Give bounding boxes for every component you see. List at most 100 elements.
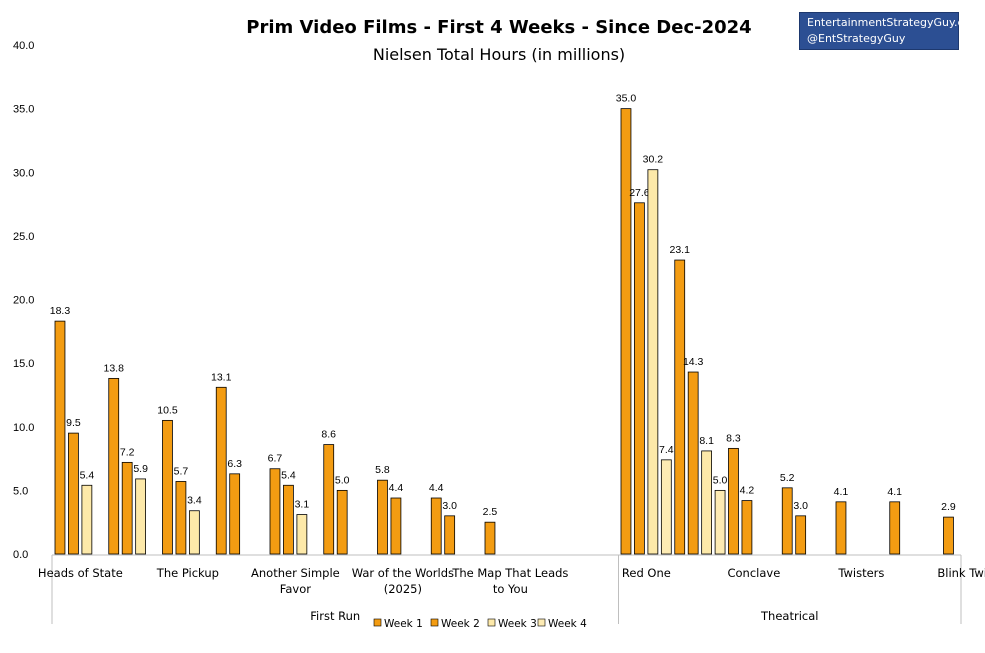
y-tick-label: 25.0	[13, 231, 34, 243]
bar-week-1	[162, 419, 173, 555]
bar-week-2	[390, 497, 402, 555]
bar-week-2	[336, 489, 348, 555]
legend-swatch-week-2	[430, 618, 439, 627]
x-category-label: Twisters	[837, 566, 884, 580]
data-label: 27.6	[629, 187, 650, 199]
x-category-label: Heads of State	[38, 566, 123, 580]
y-axis: 0.0 5.0 10.0 15.0 20.0 25.0 30.0 35.0 40.0	[13, 40, 34, 561]
bar-week-2	[741, 500, 753, 555]
data-label: 7.2	[120, 446, 135, 458]
bar-week-2	[795, 515, 807, 555]
bar-week-4	[714, 489, 726, 555]
bars-layer: 18.3 9.5 5.4 13.8 7.2 5.9 10.5 5.7 3.4 13.1 6.3 6.7…	[50, 93, 956, 555]
y-tick-label: 20.0	[13, 295, 34, 307]
y-tick-label: 30.0	[13, 167, 34, 179]
x-category-label: Conclave	[727, 566, 780, 580]
bar-week-1	[54, 320, 66, 555]
data-label: 3.0	[793, 500, 808, 512]
data-label: 3.4	[187, 495, 202, 507]
data-label: 2.9	[941, 501, 956, 513]
bar-week-1	[323, 444, 335, 555]
legend-swatch-week-4	[537, 618, 546, 627]
data-label: 4.2	[740, 485, 755, 497]
bar-week-1	[943, 516, 954, 555]
data-label: 5.4	[80, 469, 95, 481]
bar-week-4	[660, 459, 672, 555]
data-label: 4.1	[887, 486, 902, 498]
legend-label: Week 4	[548, 618, 587, 630]
x-category-label: Blink Twice	[937, 566, 985, 580]
x-category-label: The Pickup	[156, 566, 219, 580]
attribution-badge: EntertainmentStrategyGuy.com @EntStrateg…	[799, 12, 981, 50]
bar-week-1	[377, 479, 388, 555]
y-tick-label: 0.0	[13, 549, 28, 561]
bar-week-3	[647, 169, 659, 555]
data-label: 4.4	[389, 482, 404, 494]
data-label: 18.3	[50, 305, 71, 317]
data-label: 4.4	[429, 482, 444, 494]
data-label: 4.1	[834, 486, 849, 498]
legend-label: Week 3	[498, 618, 537, 630]
x-category-label: Red One	[622, 566, 671, 580]
bar-week-1	[269, 468, 281, 555]
legend-label: Week 1	[384, 618, 423, 630]
data-label: 8.1	[699, 435, 714, 447]
bar-week-1	[835, 501, 847, 555]
bar-week-2	[68, 432, 79, 555]
data-label: 5.4	[281, 469, 296, 481]
bar-week-2	[444, 515, 456, 555]
y-tick-label: 15.0	[13, 358, 34, 370]
x-category-label: War of the Worlds (2025)	[352, 566, 454, 596]
data-label: 10.5	[157, 404, 178, 416]
data-label: 13.8	[104, 362, 125, 374]
legend: Week 1 Week 2 Week 3 Week 4	[373, 618, 587, 630]
y-tick-label: 5.0	[13, 485, 28, 497]
data-label: 23.1	[670, 244, 691, 256]
bar-week-1	[484, 521, 496, 555]
data-label: 9.5	[66, 417, 81, 429]
bar-week-1	[674, 259, 686, 555]
data-label: 3.0	[442, 500, 457, 512]
bar-week-1	[620, 108, 632, 555]
y-tick-label: 40.0	[13, 40, 34, 52]
group-label: Theatrical	[760, 609, 818, 623]
bar-week-3	[188, 510, 200, 555]
x-category-label: The Map That Leads to You	[451, 566, 568, 596]
badge-website: EntertainmentStrategyGuy.com	[807, 16, 981, 29]
bar-week-3	[81, 484, 93, 555]
group-label: First Run	[310, 609, 360, 623]
data-label: 5.9	[133, 463, 148, 475]
bar-week-1	[781, 487, 793, 555]
data-label: 6.3	[227, 458, 242, 470]
bar-week-2	[229, 473, 241, 555]
bar-week-3	[135, 478, 146, 555]
bar-week-1	[108, 377, 120, 555]
data-label: 5.7	[174, 465, 189, 477]
data-label: 6.7	[268, 453, 283, 465]
y-tick-label: 10.0	[13, 422, 34, 434]
data-label: 35.0	[616, 93, 637, 105]
bar-week-2	[634, 202, 645, 555]
data-label: 13.1	[211, 371, 232, 383]
data-label: 8.6	[321, 429, 336, 441]
badge-handle: @EntStrategyGuy	[807, 32, 906, 45]
bar-week-2	[121, 461, 133, 555]
chart-subtitle: Nielsen Total Hours (in millions)	[373, 45, 625, 64]
data-label: 3.1	[295, 499, 310, 511]
bar-week-1	[889, 501, 901, 555]
legend-swatch-week-1	[373, 618, 382, 627]
bar-week-2	[283, 484, 294, 555]
data-label: 2.5	[483, 506, 498, 518]
bar-week-1	[215, 386, 227, 555]
bar-week-3	[701, 450, 713, 555]
data-label: 14.3	[683, 356, 704, 368]
x-category-label: Another Simple Favor	[251, 566, 340, 596]
data-label: 5.2	[780, 472, 795, 484]
data-label: 30.2	[643, 154, 664, 166]
data-label: 8.3	[726, 432, 741, 444]
data-label: 5.0	[713, 474, 728, 486]
legend-label: Week 2	[441, 618, 480, 630]
bar-week-3	[296, 514, 308, 555]
bar-week-1	[728, 447, 739, 555]
